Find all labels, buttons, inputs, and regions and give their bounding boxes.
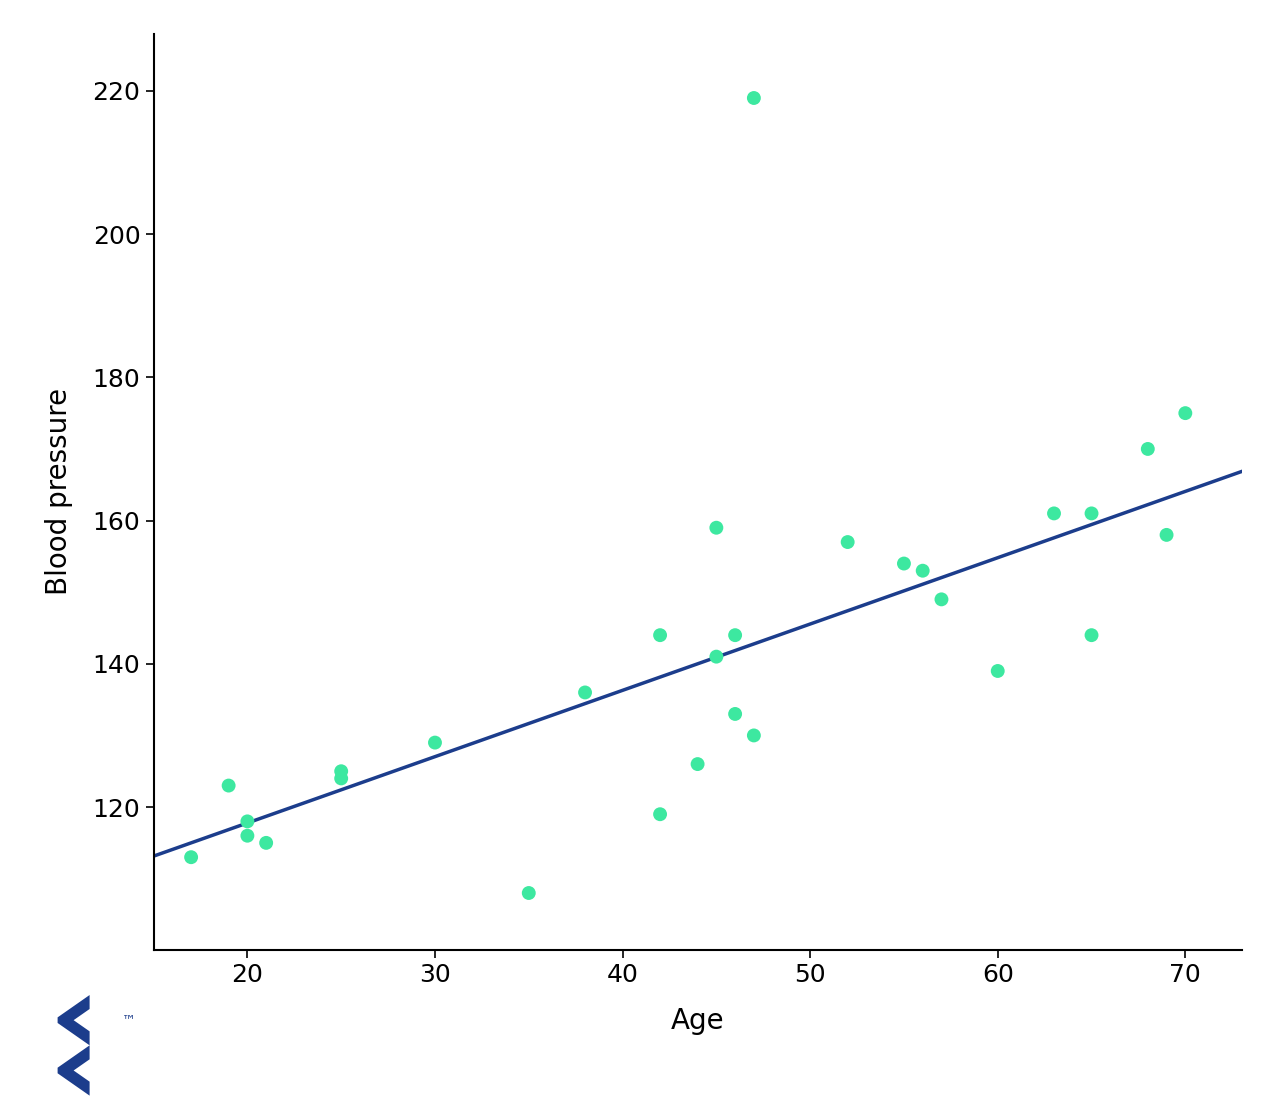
Point — [180, 849, 201, 866]
Point — [1138, 440, 1158, 458]
Point — [893, 555, 914, 572]
Polygon shape — [58, 1045, 90, 1096]
Point — [1043, 504, 1064, 522]
Point — [1082, 626, 1102, 644]
Point — [332, 769, 352, 787]
Point — [913, 561, 933, 579]
Point — [256, 834, 276, 852]
Point — [575, 683, 595, 701]
X-axis label: Age: Age — [671, 1007, 724, 1035]
Point — [219, 777, 239, 795]
Point — [687, 755, 708, 773]
Point — [837, 533, 858, 551]
Point — [1156, 525, 1176, 543]
Point — [650, 805, 671, 823]
Polygon shape — [58, 995, 90, 1045]
Point — [707, 519, 727, 537]
Y-axis label: Blood pressure: Blood pressure — [45, 388, 73, 596]
Point — [518, 884, 539, 902]
Point — [332, 762, 352, 780]
Point — [987, 662, 1007, 680]
Point — [1082, 504, 1102, 522]
Point — [237, 826, 257, 845]
Point — [1175, 405, 1196, 423]
Point — [237, 813, 257, 831]
Text: ™: ™ — [122, 1013, 136, 1027]
Point — [425, 733, 445, 751]
Point — [724, 626, 745, 644]
Point — [707, 647, 727, 665]
Point — [744, 727, 764, 745]
Point — [724, 705, 745, 723]
Point — [932, 590, 952, 608]
Point — [650, 626, 671, 644]
Point — [744, 89, 764, 107]
